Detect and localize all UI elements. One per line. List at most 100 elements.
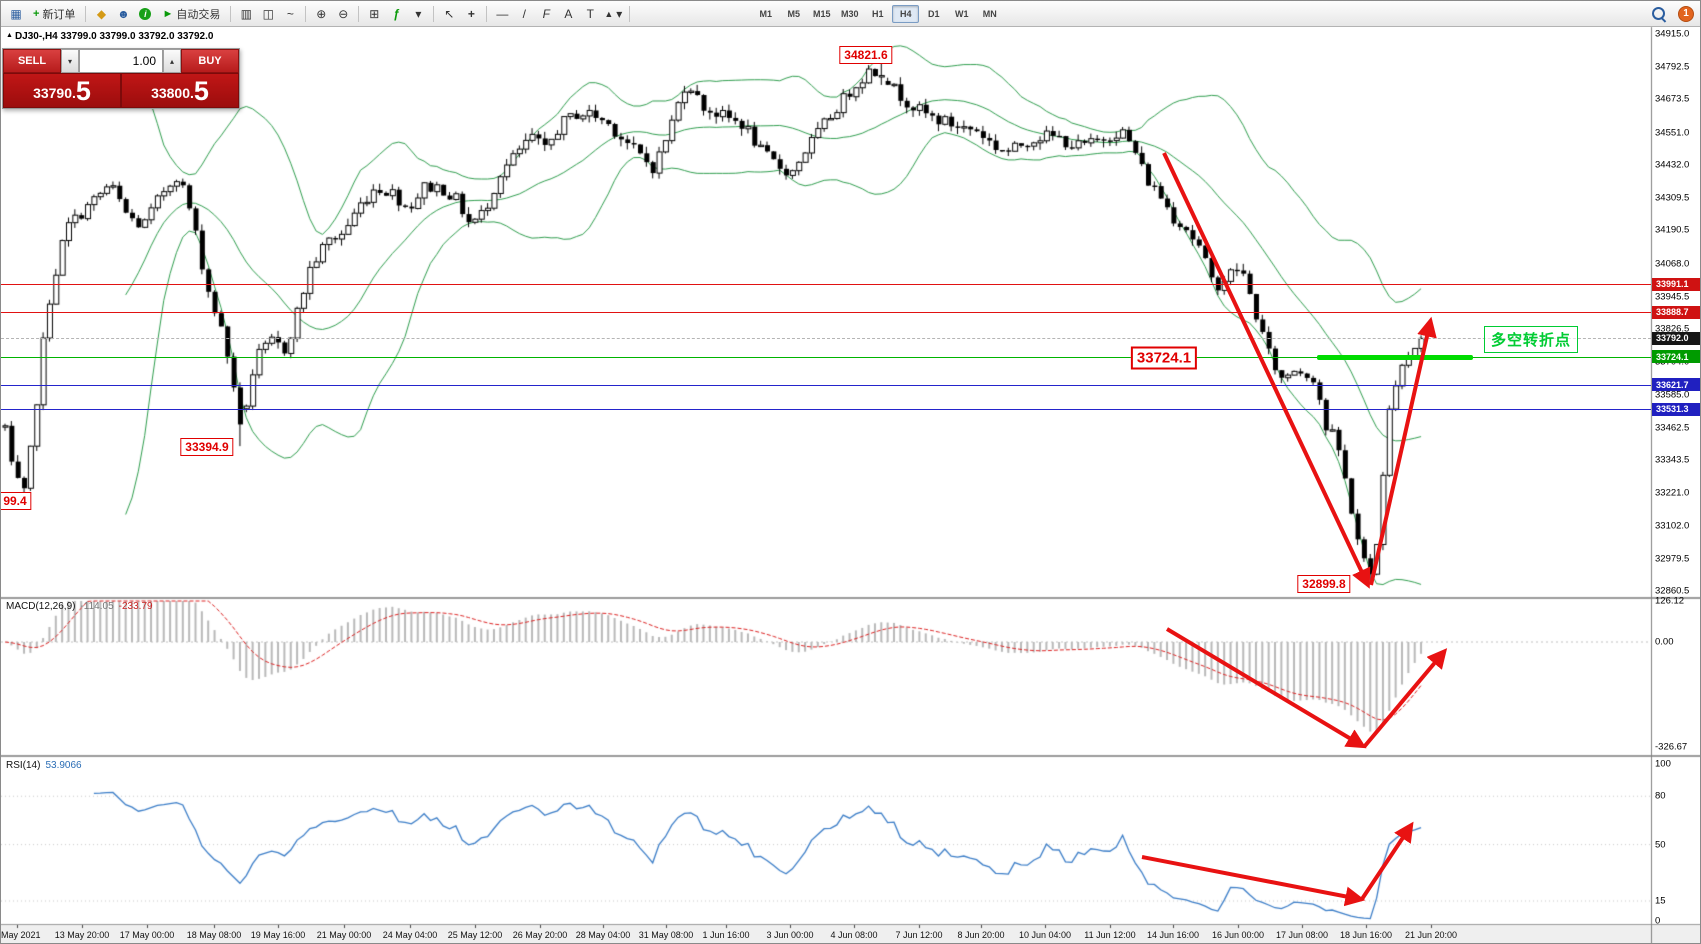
time-axis-label: 3 Jun 00:00 <box>766 930 814 940</box>
shapes-dropdown-button[interactable]: ▲ ▾ <box>601 4 625 24</box>
zoom-out-icon[interactable]: ⊖ <box>332 4 354 24</box>
timeframe-button-m5[interactable]: M5 <box>780 5 807 23</box>
timeframe-button-mn[interactable]: MN <box>976 5 1003 23</box>
main-toolbar: ▦ + 新订单 ◆ ☻ i ► 自动交易 ▥ ◫ ~ ⊕ ⊖ ⊞ ƒ ▾ ↖ +… <box>1 1 1700 27</box>
timeframe-button-d1[interactable]: D1 <box>920 5 947 23</box>
price-tag-33991.1: 33991.1 <box>1652 277 1700 291</box>
bar-chart-icon[interactable]: ▥ <box>235 4 257 24</box>
symbol-ohlc-readout: ▲ DJ30-,H4 33799.0 33799.0 33792.0 33792.… <box>6 31 214 42</box>
volume-up-button[interactable]: ▴ <box>163 49 181 73</box>
price-annotation-label[interactable]: 34821.6 <box>839 46 893 64</box>
time-axis-label: 13 May 20:00 <box>54 930 110 940</box>
rsi-axis-label: 15 <box>1655 895 1666 907</box>
toolbar-separator <box>358 5 360 22</box>
price-axis-label: 33343.5 <box>1655 454 1690 466</box>
macd-axis-label: 126.12 <box>1655 595 1685 607</box>
macd-indicator-title: MACD(12,26,9) -114.05 -233.79 <box>6 601 153 612</box>
time-axis-label: 10 Jun 04:00 <box>1018 930 1072 940</box>
autotrading-button[interactable]: ► 自动交易 <box>156 4 226 24</box>
sell-price-display[interactable]: 33790. 5 <box>3 73 121 108</box>
timeframe-button-m30[interactable]: M30 <box>836 5 863 23</box>
cursor-icon[interactable]: ↖ <box>438 4 460 24</box>
profile-icon[interactable]: ☻ <box>112 4 134 24</box>
level-line-33531.3[interactable] <box>1 409 1651 411</box>
time-axis-label: 24 May 04:00 <box>382 930 438 940</box>
chart-window-icon[interactable]: ▦ <box>5 4 27 24</box>
time-axis-label: 17 Jun 08:00 <box>1275 930 1329 940</box>
trendline-icon[interactable]: / <box>513 4 535 24</box>
level-line-33991.1[interactable] <box>1 284 1651 286</box>
price-axis-label: 33102.0 <box>1655 520 1690 532</box>
price-annotation-label[interactable]: 32899.8 <box>1297 575 1351 593</box>
level-line-33724.1[interactable] <box>1 356 1651 358</box>
price-tag-33888.7: 33888.7 <box>1652 305 1700 319</box>
support-band-segment[interactable] <box>1317 354 1473 360</box>
time-axis-label: 26 May 20:00 <box>512 930 568 940</box>
sell-button[interactable]: SELL <box>3 49 61 73</box>
zoom-in-icon[interactable]: ⊕ <box>310 4 332 24</box>
timeframe-button-m15[interactable]: M15 <box>808 5 835 23</box>
fibonacci-icon[interactable]: F <box>535 4 557 24</box>
time-axis-label: 18 Jun 16:00 <box>1339 930 1393 940</box>
price-tag-33531.3: 33531.3 <box>1652 402 1700 416</box>
candlestick-icon[interactable]: ◫ <box>257 4 279 24</box>
time-axis-label: 21 May 00:00 <box>316 930 372 940</box>
tile-windows-icon[interactable]: ⊞ <box>363 4 385 24</box>
toolbar-separator <box>433 5 435 22</box>
timeframe-button-h4[interactable]: H4 <box>892 4 920 23</box>
notification-badge[interactable]: 1 <box>1678 5 1694 22</box>
current-price-line <box>1 338 1651 340</box>
price-annotation-label[interactable]: 99.4 <box>1 492 32 510</box>
buy-price-display[interactable]: 33800. 5 <box>121 73 239 108</box>
price-annotation-label[interactable]: 33724.1 <box>1130 346 1198 370</box>
time-axis-label: 14 Jun 16:00 <box>1146 930 1200 940</box>
label-tool-button[interactable]: T <box>579 4 601 24</box>
timeframe-button-w1[interactable]: W1 <box>948 5 975 23</box>
price-tag-33724.1: 33724.1 <box>1652 350 1700 364</box>
price-axis-label: 34432.0 <box>1655 159 1690 171</box>
info-icon[interactable]: i <box>134 4 156 24</box>
price-axis-label: 33221.0 <box>1655 487 1690 499</box>
level-line-33621.7[interactable] <box>1 384 1651 386</box>
price-axis-label: 34673.5 <box>1655 93 1690 105</box>
crosshair-icon[interactable]: + <box>460 4 482 24</box>
price-axis-label: 34915.0 <box>1655 28 1690 40</box>
indicators-icon[interactable]: ƒ <box>385 4 407 24</box>
compass-icon[interactable]: ◆ <box>90 4 112 24</box>
price-tag-33621.7: 33621.7 <box>1652 378 1700 392</box>
volume-down-button[interactable]: ▾ <box>61 49 79 73</box>
toolbar-separator <box>85 5 87 22</box>
price-axis-label: 33945.5 <box>1655 291 1690 303</box>
timeframe-button-m1[interactable]: M1 <box>752 5 779 23</box>
text-tool-button[interactable]: A <box>557 4 579 24</box>
line-chart-icon[interactable]: ~ <box>279 4 301 24</box>
price-axis-label: 34792.5 <box>1655 61 1690 73</box>
price-axis-label: 33585.0 <box>1655 389 1690 401</box>
time-axis-label: 28 May 04:00 <box>575 930 631 940</box>
price-axis-label: 33826.5 <box>1655 323 1690 335</box>
search-icon[interactable] <box>1648 4 1670 24</box>
play-icon: ► <box>162 7 174 20</box>
time-axis-label: 16 Jun 00:00 <box>1211 930 1265 940</box>
rsi-axis-label: 100 <box>1655 758 1671 770</box>
time-axis-label: 17 May 00:00 <box>119 930 175 940</box>
horizontal-line-icon[interactable]: — <box>491 4 513 24</box>
plus-icon: + <box>33 7 40 20</box>
timeframe-button-h1[interactable]: H1 <box>864 5 891 23</box>
price-axis-label: 33462.5 <box>1655 422 1690 434</box>
time-axis-label: 8 Jun 20:00 <box>957 930 1005 940</box>
indicators-dropdown-icon[interactable]: ▾ <box>407 4 429 24</box>
price-axis-label: 32860.5 <box>1655 585 1690 597</box>
level-line-33888.7[interactable] <box>1 312 1651 314</box>
turning-point-annotation[interactable]: 多空转折点 <box>1484 326 1579 353</box>
toolbar-separator <box>305 5 307 22</box>
price-axis-label: 34551.0 <box>1655 127 1690 139</box>
volume-input[interactable] <box>79 49 163 73</box>
new-order-button[interactable]: + 新订单 <box>27 4 81 24</box>
price-annotation-label[interactable]: 33394.9 <box>180 438 234 456</box>
buy-button[interactable]: BUY <box>181 49 239 73</box>
time-axis-label: 31 May 08:00 <box>638 930 694 940</box>
rsi-axis-label: 80 <box>1655 790 1666 802</box>
